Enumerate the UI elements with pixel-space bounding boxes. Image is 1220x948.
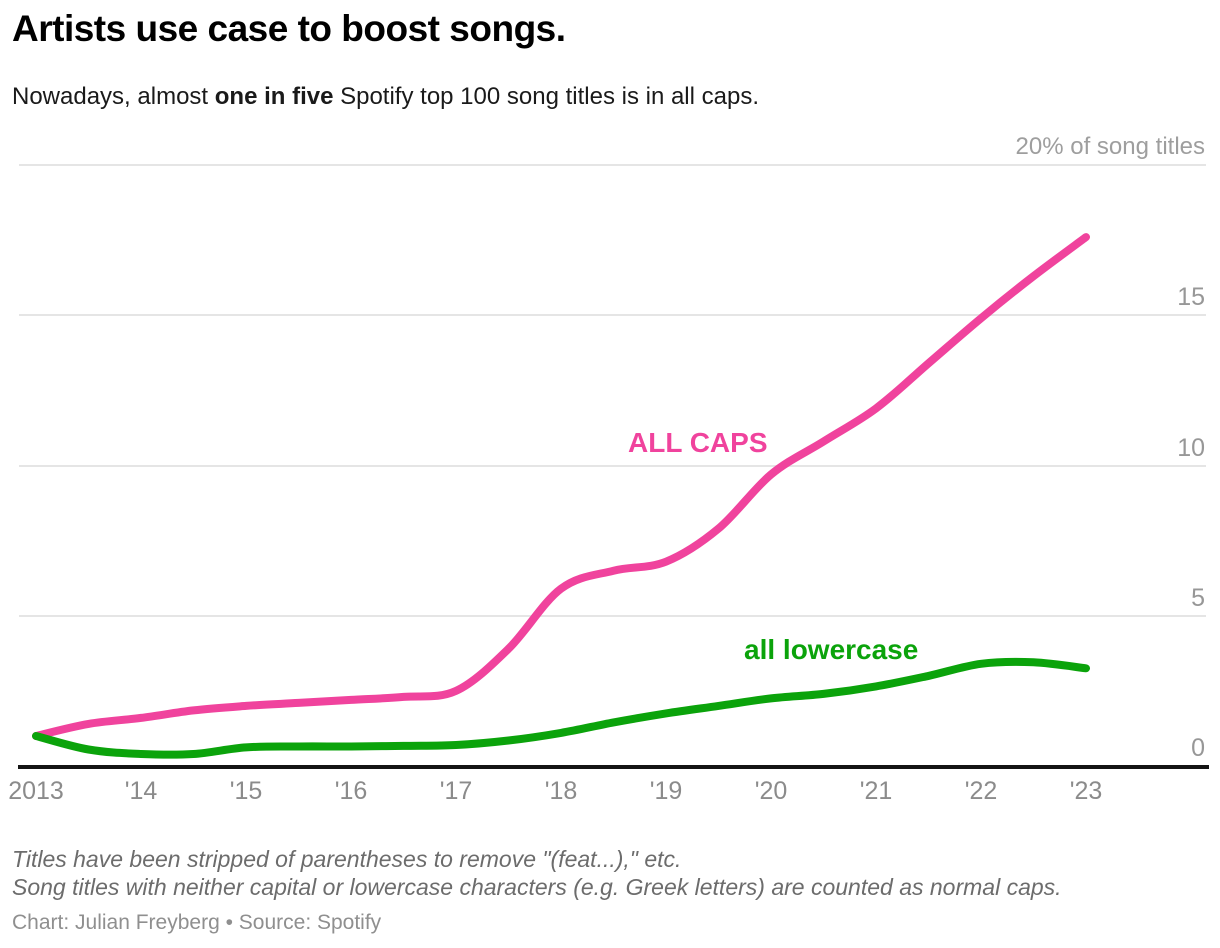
x-tick-label-2022: '22 [964,777,998,805]
x-tick-label-2013: 2013 [8,777,64,805]
gridline-5 [19,614,1206,617]
footnote-line-1: Titles have been stripped of parentheses… [12,846,682,872]
footnote-line-2: Song titles with neither capital or lowe… [12,874,1062,900]
x-tick-label-2014: '14 [124,777,158,805]
y-axis-unit-label: 20% of song titles [1015,133,1205,160]
x-tick-label-2019: '19 [649,777,683,805]
credit-line: Chart: Julian Freyberg • Source: Spotify [12,911,382,934]
y-tick-label-15: 15 [1177,283,1205,312]
y-tick-label-5: 5 [1191,583,1205,612]
subtitle: Nowadays, almost one in five Spotify top… [12,83,759,111]
gridline-10 [19,464,1206,467]
x-tick-label-2018: '18 [544,777,578,805]
x-tick-label-2020: '20 [754,777,788,805]
series-label-all-caps: ALL CAPS [628,427,768,458]
y-tick-label-10: 10 [1177,433,1205,462]
x-tick-label-2016: '16 [334,777,368,805]
subtitle-prefix: Nowadays, almost [12,83,215,110]
series-label-all-lowercase: all lowercase [744,634,919,665]
page-title: Artists use case to boost songs. [12,8,566,49]
y-tick-label-0: 0 [1191,734,1205,762]
subtitle-suffix: Spotify top 100 song titles is in all ca… [333,83,760,110]
all-caps-line [32,233,1090,740]
x-tick-label-2017: '17 [439,777,473,805]
subtitle-bold-phrase: one in five [214,83,334,110]
all-lowercase-line [32,657,1090,759]
x-axis-line [18,765,1209,769]
gridline-20 [19,164,1206,166]
gridline-15 [19,314,1206,317]
x-tick-label-2015: '15 [229,777,263,805]
x-tick-label-2021: '21 [859,777,893,805]
x-tick-label-2023: '23 [1069,777,1103,805]
